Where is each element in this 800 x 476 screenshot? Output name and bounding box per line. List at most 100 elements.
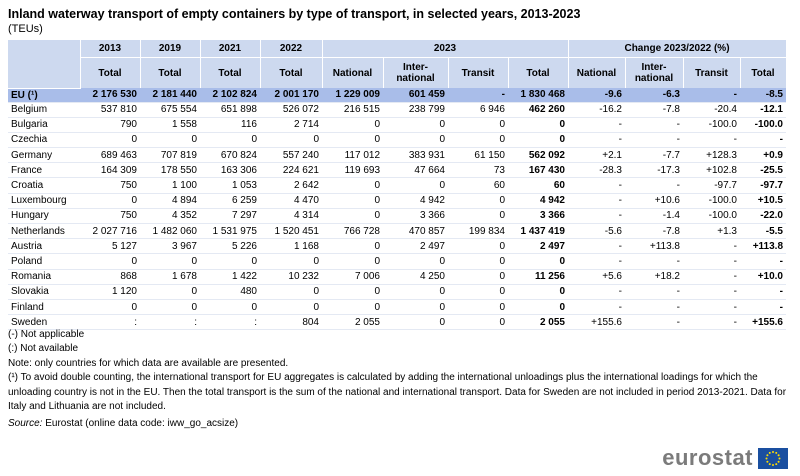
cell: 1 678 — [140, 269, 200, 285]
cell: -5.5 — [740, 223, 786, 240]
cell: 480 — [200, 284, 260, 300]
cell: -16.2 — [568, 102, 625, 118]
corner-cell — [8, 40, 81, 89]
cell: 1 558 — [140, 117, 200, 133]
cell: 0 — [448, 269, 508, 285]
sub-header-row: Total Total Total Total National Inter- natio… — [8, 57, 787, 88]
cell: 462 260 — [508, 102, 568, 118]
year-header: 2021 — [200, 40, 261, 58]
cell: 0 — [383, 314, 448, 331]
table-row: EU (¹) 2 176 530 2 181 440 2 102 824 2 001 1… — [8, 88, 786, 103]
cell: +0.9 — [740, 147, 786, 164]
cell: 6 259 — [200, 193, 260, 209]
source: Source: Eurostat (online data code: iww_… — [8, 417, 792, 431]
cell: 0 — [383, 132, 448, 149]
cell: 2 102 824 — [200, 88, 260, 103]
cell: 0 — [448, 117, 508, 133]
logo-text: eurostat — [662, 445, 753, 470]
cell: 790 — [80, 117, 140, 133]
table-row: Sweden:::804 2 055 0 0 2 055 +155.6- - +155.6 — [8, 314, 786, 331]
table-row: Romania 868 1 678 1 422 10 232 7 006 4 250 0 11 … — [8, 269, 786, 285]
cell: 689 463 — [80, 147, 140, 164]
cell: - — [625, 117, 683, 133]
row-label: Croatia — [8, 177, 80, 194]
table-row: Austria 5 127 3 967 5 226 1 168 0 2 497 0 2 497-… — [8, 238, 786, 255]
cell: 0 — [322, 193, 383, 209]
row-label: Luxembourg — [8, 193, 80, 209]
cell: - — [625, 253, 683, 270]
cell: 4 314 — [260, 208, 322, 225]
cell: 0 — [322, 284, 383, 300]
cell: 2 055 — [508, 314, 568, 331]
cell: 0 — [200, 132, 260, 149]
cell: 0 — [260, 132, 322, 149]
cell: 119 693 — [322, 162, 383, 179]
cell: 0 — [383, 117, 448, 133]
cell: 0 — [322, 208, 383, 225]
cell: 0 — [140, 299, 200, 316]
cell: - — [625, 132, 683, 149]
cell: - — [683, 284, 740, 300]
cell: +1.3 — [683, 223, 740, 240]
cell: +10.5 — [740, 193, 786, 209]
cell: 2 176 530 — [80, 88, 140, 103]
cell: 1 053 — [200, 177, 260, 194]
cell: 0 — [448, 193, 508, 209]
sub-header: Total — [140, 57, 201, 88]
sub-header: Total — [508, 57, 569, 88]
cell: - — [683, 314, 740, 331]
cell: 651 898 — [200, 102, 260, 118]
year-header: 2022 — [260, 40, 323, 58]
cell: 0 — [508, 253, 568, 270]
cell: 557 240 — [260, 147, 322, 164]
row-label: France — [8, 162, 80, 179]
cell: 0 — [200, 253, 260, 270]
cell: +128.3 — [683, 147, 740, 164]
sub-header: Total — [740, 57, 787, 88]
sub-header: Total — [80, 57, 141, 88]
cell: 2 055 — [322, 314, 383, 331]
cell: 0 — [508, 284, 568, 300]
cell: - — [683, 238, 740, 255]
row-label: Netherlands — [8, 223, 80, 240]
cell: - — [568, 299, 625, 316]
cell: -20.4 — [683, 102, 740, 118]
cell: - — [683, 88, 740, 103]
cell: +102.8 — [683, 162, 740, 179]
cell: - — [625, 314, 683, 331]
cell: 164 309 — [80, 162, 140, 179]
cell: 178 550 — [140, 162, 200, 179]
table-row: Germany 689 463 707 819 670 824 557 240 117 0… — [8, 147, 786, 164]
cell: 167 430 — [508, 162, 568, 179]
cell: - — [568, 117, 625, 133]
cell: 4 942 — [508, 193, 568, 209]
cell: 0 — [383, 177, 448, 194]
cell: 216 515 — [322, 102, 383, 118]
cell: 0 — [322, 117, 383, 133]
cell: - — [568, 177, 625, 194]
row-label: Slovakia — [8, 284, 80, 300]
year-header: 2019 — [140, 40, 201, 58]
cell: 0 — [448, 299, 508, 316]
table-row: Czechia 0 0 0 0 0 0 0 0- - - - — [8, 132, 786, 149]
table-row: France 164 309 178 550 163 306 224 621 119 69… — [8, 162, 786, 179]
sub-header: Transit — [448, 57, 509, 88]
cell: 6 946 — [448, 102, 508, 118]
cell: 0 — [80, 253, 140, 270]
cell: 7 297 — [200, 208, 260, 225]
row-label: Germany — [8, 147, 80, 164]
cell: 60 — [448, 177, 508, 194]
cell: +18.2 — [625, 269, 683, 285]
cell: -100.0 — [683, 208, 740, 225]
cell: 2 497 — [383, 238, 448, 255]
cell: - — [568, 238, 625, 255]
sub-header: National — [568, 57, 626, 88]
cell: 1 100 — [140, 177, 200, 194]
cell: 2 181 440 — [140, 88, 200, 103]
cell: +2.1 — [568, 147, 625, 164]
cell: 0 — [322, 253, 383, 270]
cell: 61 150 — [448, 147, 508, 164]
cell: - — [625, 284, 683, 300]
cell: - — [683, 299, 740, 316]
